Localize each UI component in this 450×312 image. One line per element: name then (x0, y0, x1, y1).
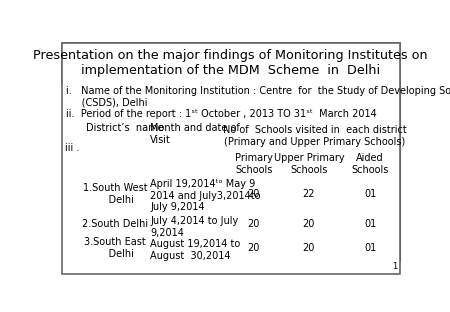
Text: ii.  Period of the report : 1ˢᵗ October , 2013 TO 31ˢᵗ  March 2014: ii. Period of the report : 1ˢᵗ October ,… (66, 109, 377, 119)
Bar (230, 152, 277, 175)
Bar (62, 175, 83, 212)
Text: 20: 20 (303, 219, 315, 229)
Text: 22: 22 (303, 189, 315, 199)
Bar (62, 43, 400, 83)
Bar (147, 212, 230, 235)
Bar (147, 235, 230, 261)
Text: August 19,2014 to
August  30,2014: August 19,2014 to August 30,2014 (150, 239, 240, 261)
Text: Presentation on the major findings of Monitoring Institutes on
implementation of: Presentation on the major findings of Mo… (33, 49, 428, 77)
Bar (277, 212, 341, 235)
Bar (83, 120, 147, 175)
Text: 01: 01 (364, 243, 376, 253)
Bar (83, 212, 147, 235)
Bar (230, 175, 277, 212)
Text: District’s  name: District’s name (86, 123, 164, 133)
Bar (83, 235, 147, 261)
Bar (62, 120, 83, 175)
Text: July 4,2014 to July
9,2014: July 4,2014 to July 9,2014 (150, 216, 238, 238)
Bar (341, 235, 400, 261)
Bar (147, 175, 230, 212)
Text: 3.South East
    Delhi: 3.South East Delhi (84, 237, 146, 259)
Bar (230, 120, 400, 152)
Text: 20: 20 (248, 219, 260, 229)
Bar (230, 212, 277, 235)
Bar (341, 175, 400, 212)
Bar (277, 235, 341, 261)
Bar (341, 212, 400, 235)
Text: Month and date of
Visit: Month and date of Visit (150, 123, 240, 144)
Text: iii .: iii . (65, 143, 80, 153)
Bar (62, 83, 400, 106)
Text: Aided
Schools: Aided Schools (351, 153, 389, 174)
Bar (341, 152, 400, 175)
Text: April 19,2014ᵗᵒ May 9
2014 and July3,2014to
July 9,2014: April 19,2014ᵗᵒ May 9 2014 and July3,201… (150, 179, 261, 212)
Text: No of  Schools visited in  each district
(Primary and Upper Primary Schools): No of Schools visited in each district (… (223, 125, 407, 147)
Text: 20: 20 (303, 243, 315, 253)
Text: 2.South Delhi: 2.South Delhi (82, 219, 148, 229)
Text: Upper Primary
Schools: Upper Primary Schools (274, 153, 344, 174)
Bar (62, 235, 83, 261)
Bar (277, 152, 341, 175)
Bar (147, 120, 230, 175)
Text: 20: 20 (248, 189, 260, 199)
Bar (83, 175, 147, 212)
Text: 01: 01 (364, 189, 376, 199)
Text: Primary
Schools: Primary Schools (235, 153, 273, 174)
Text: 1.South West
    Delhi: 1.South West Delhi (83, 183, 148, 205)
Bar (230, 235, 277, 261)
Bar (62, 106, 400, 120)
Text: 1: 1 (392, 262, 397, 271)
Text: i.   Name of the Monitoring Institution : Centre  for  the Study of Developing S: i. Name of the Monitoring Institution : … (66, 86, 450, 108)
Text: 20: 20 (248, 243, 260, 253)
Bar (277, 175, 341, 212)
Text: 01: 01 (364, 219, 376, 229)
Bar (62, 212, 83, 235)
